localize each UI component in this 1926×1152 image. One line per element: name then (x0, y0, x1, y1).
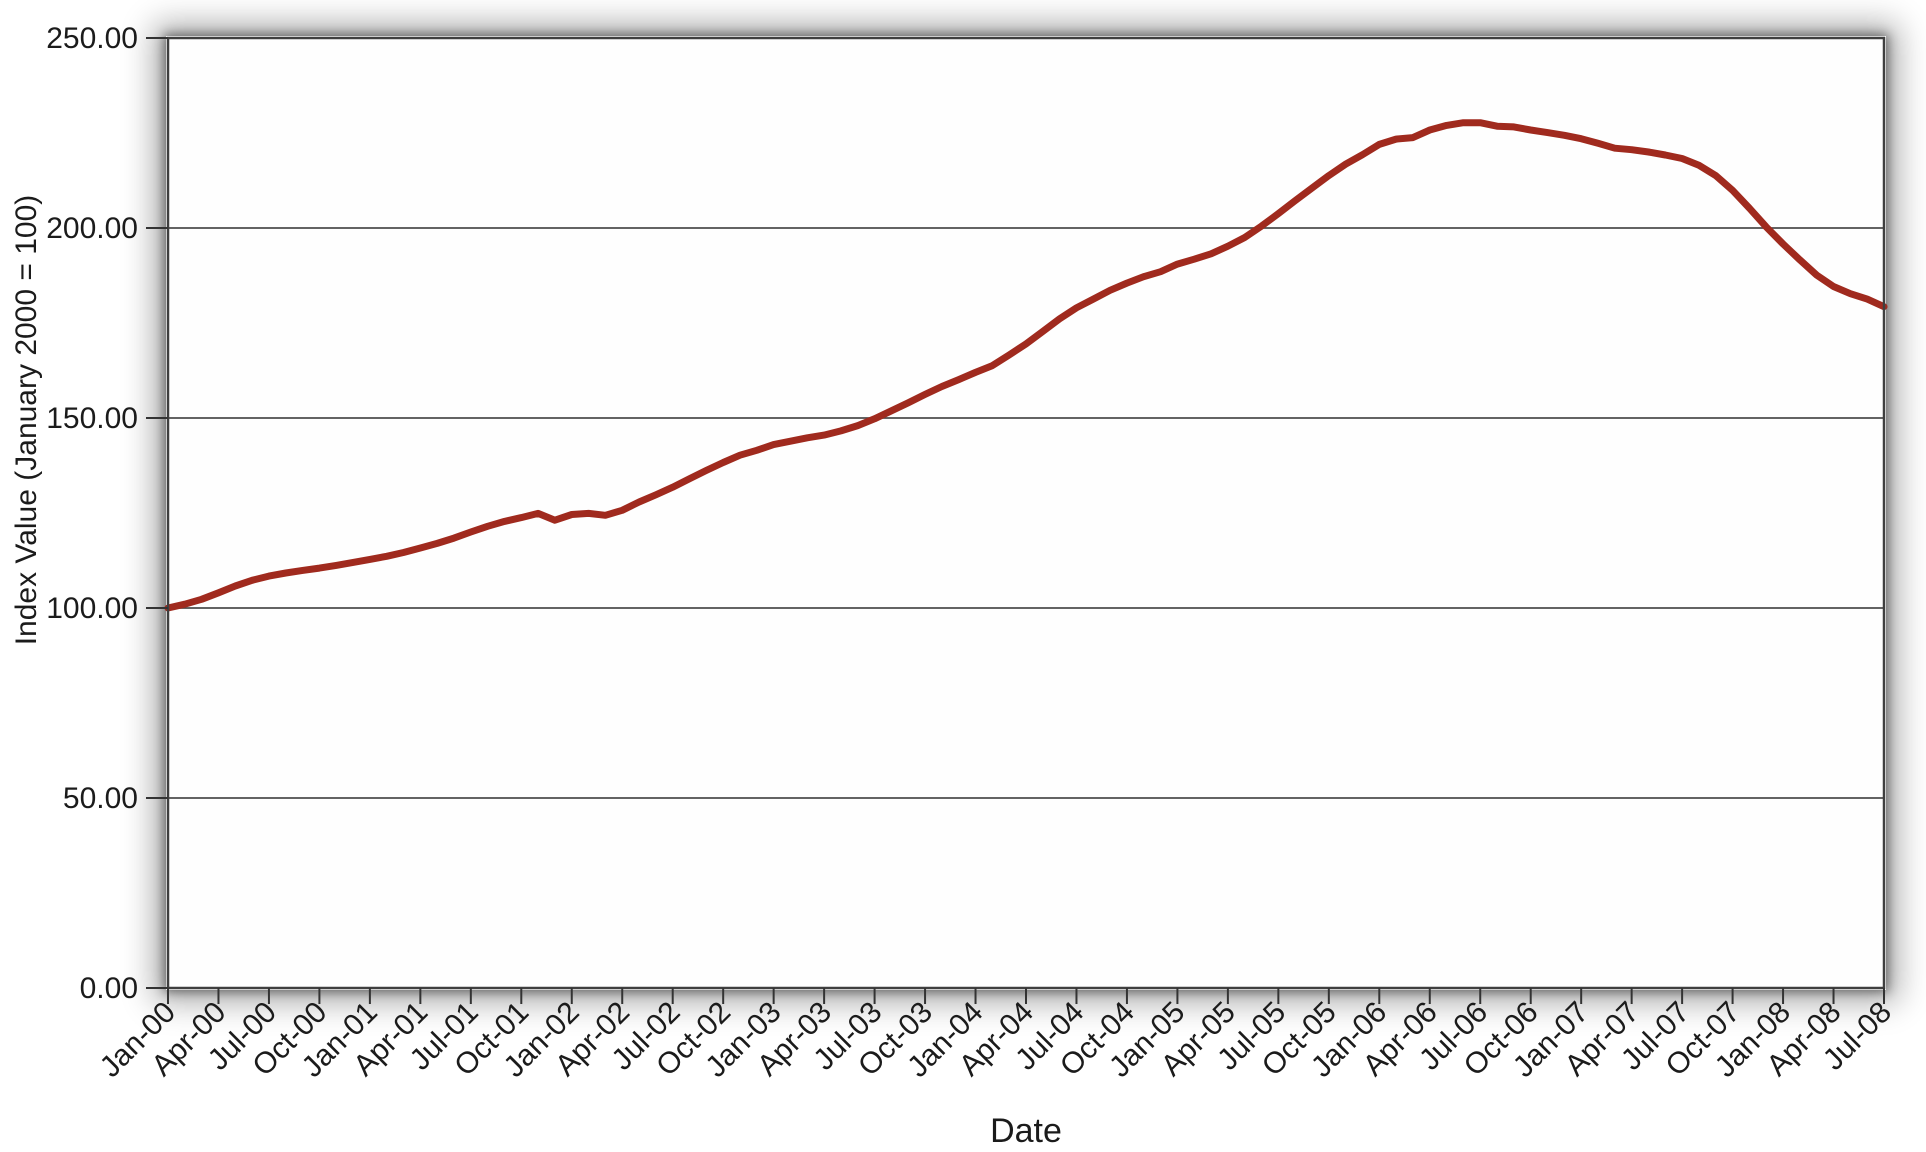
y-tick-label: 0.00 (80, 972, 138, 1005)
plot-background-layer (168, 38, 1884, 988)
gridline-layer (168, 227, 1884, 799)
y-tick-label: 150.00 (46, 402, 138, 435)
y-tick-label: 50.00 (63, 782, 138, 815)
index-value-line (164, 119, 1888, 612)
tick-layer (146, 37, 1885, 1004)
data-series-layer (164, 119, 1888, 612)
x-axis-title: Date (990, 1112, 1062, 1150)
y-tick-label: 100.00 (46, 592, 138, 625)
y-tick-label: 250.00 (46, 22, 138, 55)
y-tick-label: 200.00 (46, 212, 138, 245)
plot-area (168, 38, 1884, 988)
y-axis-title: Index Value (January 2000 = 100) (10, 195, 43, 646)
